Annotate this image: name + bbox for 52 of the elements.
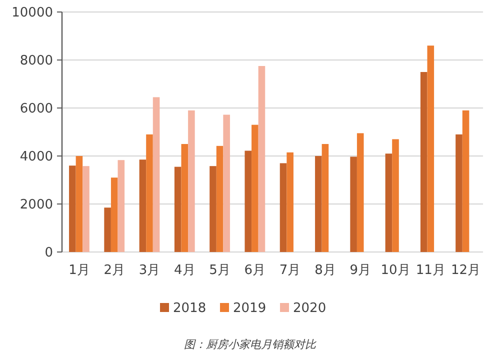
bar [76,156,83,252]
x-tick-label: 12月 [451,263,481,278]
bar [322,144,329,252]
y-tick-label: 2000 [20,198,53,213]
x-tick-label: 8月 [314,263,336,278]
bar [139,160,146,252]
x-tick-label: 11月 [416,263,446,278]
bar [146,134,153,252]
y-tick-label: 0 [44,246,53,261]
bar [392,139,399,252]
x-tick-label: 9月 [350,263,371,278]
bar [118,160,125,252]
x-tick-label: 3月 [138,263,160,278]
bar [385,154,392,252]
bar [462,110,470,252]
text: 图：厨房小家电月销额对比 [184,338,317,351]
bar [82,166,90,252]
y-tick-label: 8000 [20,54,53,69]
bar [216,146,224,252]
bar [286,152,294,252]
x-tick-label: 2月 [104,263,125,278]
bar [110,178,118,252]
bar [350,156,357,252]
bar [356,133,364,252]
x-tick-label: 7月 [279,263,301,278]
bar [152,97,160,252]
bar [188,110,195,252]
legend-label: 2018 [173,301,206,316]
bar [69,166,76,252]
legend-label: 2020 [293,301,326,316]
bar [315,156,322,252]
x-tick-label: 4月 [174,263,196,278]
bar [210,166,216,252]
bar [456,134,462,252]
bar [174,166,182,252]
bar [104,208,111,252]
x-tick-label: 6月 [244,263,266,278]
bar [427,46,434,252]
bar [280,163,287,252]
bar [223,114,230,252]
bar [252,124,258,252]
x-tick-label: 5月 [209,263,230,278]
y-tick-label: 4000 [20,150,53,165]
legend-label: 2019 [233,301,266,316]
bar [420,72,428,252]
y-tick-label: 10000 [12,6,53,21]
x-tick-label: 1月 [68,263,90,278]
x-tick-label: 10月 [380,263,410,278]
y-tick-label: 6000 [20,102,53,117]
bar [181,144,188,252]
bar [244,150,252,252]
bar [258,66,266,252]
